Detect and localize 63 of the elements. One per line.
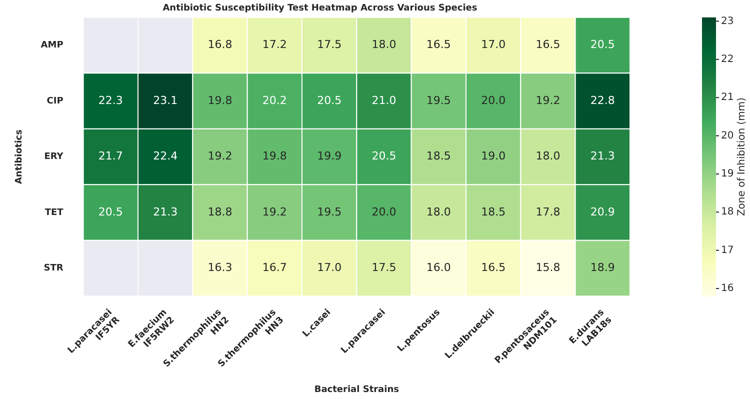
data-label: 21.3: [153, 205, 178, 218]
data-label: 21.3: [590, 150, 615, 163]
data-label: 17.5: [317, 38, 342, 52]
data-label: 16.5: [536, 38, 560, 52]
data-label: 18.9: [590, 261, 615, 274]
data-label: 18.5: [481, 205, 506, 218]
data-label: 19.2: [208, 150, 232, 163]
y-tick-label: AMP: [40, 40, 64, 51]
data-label: 20.2: [262, 94, 287, 107]
color-bar-label: 22: [721, 54, 734, 65]
color-bar-title: Zone of Inhibition (mm): [736, 97, 748, 216]
data-label: 19.9: [317, 150, 342, 163]
color-bar-label: 18: [721, 206, 734, 218]
data-label: 19.0: [481, 150, 506, 163]
x-axis-title: Bacterial Strains: [314, 384, 399, 395]
data-label: 19.8: [208, 94, 232, 107]
data-label: 17.8: [536, 205, 560, 218]
data-label: 20.5: [590, 38, 615, 52]
data-label: 16.3: [208, 261, 232, 274]
data-label: 18.0: [426, 205, 451, 218]
data-label: 15.8: [536, 261, 560, 274]
color-bar-label: 20: [721, 130, 734, 142]
data-label: 22.4: [153, 150, 178, 163]
data-label: 20.9: [590, 205, 615, 218]
data-label: 18.8: [208, 205, 232, 218]
chart-title: Antibiotic Susceptibility Test Heatmap Across Various Species: [162, 3, 478, 14]
color-bar-label: 17: [721, 244, 734, 256]
data-label: 19.8: [262, 150, 287, 163]
data-label: 20.5: [372, 150, 396, 163]
data-label: 21.7: [98, 150, 123, 163]
data-label: 23.1: [153, 94, 178, 107]
data-label: 18.5: [426, 150, 451, 163]
data-label: 16.8: [208, 38, 232, 52]
data-label: 20.0: [481, 94, 506, 107]
y-tick-label: TET: [44, 208, 64, 218]
data-label: 19.5: [426, 94, 451, 107]
data-label: 19.2: [536, 94, 560, 107]
data-label: 16.5: [426, 38, 451, 52]
data-label: 18.0: [536, 150, 560, 163]
data-label: 21.0: [372, 94, 396, 107]
color-bar-label: 21: [721, 92, 734, 104]
y-axis-title: Antibiotics: [14, 129, 25, 184]
color-bar-label: 19: [721, 168, 734, 180]
y-tick-label: CIP: [46, 96, 64, 106]
data-label: 19.5: [317, 205, 342, 218]
data-label: 20.0: [372, 205, 396, 218]
y-tick-label: STR: [44, 264, 64, 274]
data-label: 20.5: [317, 94, 342, 107]
data-label: 18.0: [372, 38, 396, 52]
data-label: 22.3: [98, 94, 123, 107]
data-label: 17.0: [317, 261, 342, 274]
color-bar-label: 16: [721, 283, 734, 294]
color-bar-label: 23: [721, 16, 734, 27]
data-label: 22.8: [590, 94, 615, 107]
data-label: 16.7: [262, 261, 287, 274]
data-label: 16.0: [426, 261, 451, 274]
data-label: 17.0: [481, 38, 506, 52]
data-label: 17.2: [262, 38, 287, 52]
data-label: 17.5: [372, 261, 396, 274]
data-label: 19.2: [262, 205, 287, 218]
y-tick-label: ERY: [44, 152, 64, 162]
data-label: 16.5: [481, 261, 506, 274]
data-label: 20.5: [98, 205, 123, 218]
